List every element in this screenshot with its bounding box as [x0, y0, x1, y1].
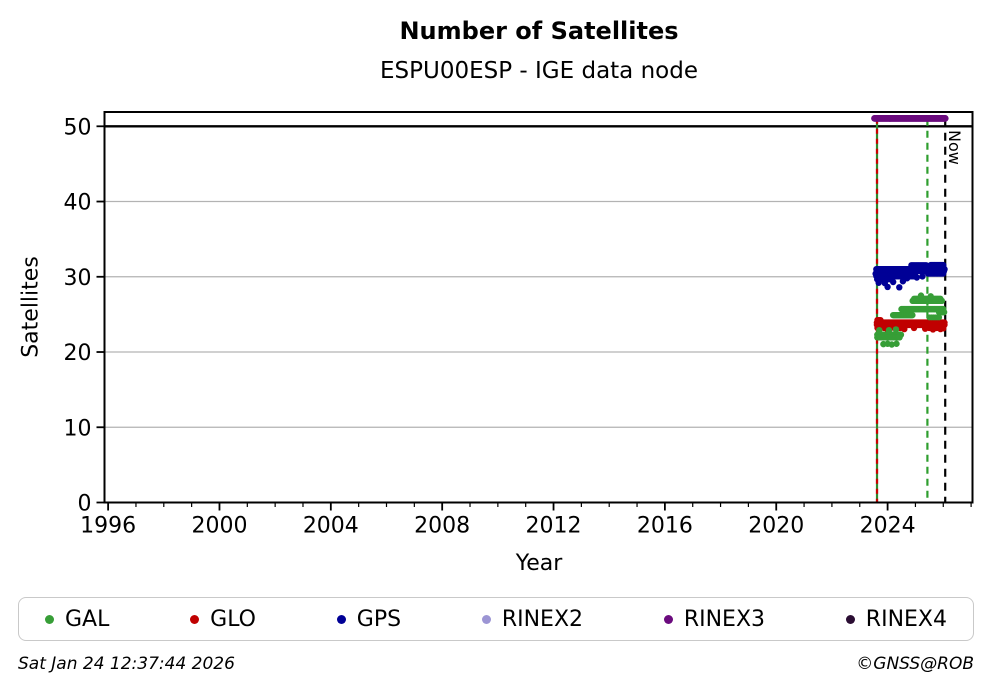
glo-point: [901, 325, 908, 333]
gps-point: [889, 278, 897, 286]
rinex4-dot-icon: [845, 614, 855, 624]
legend-label-glo: GLO: [210, 606, 256, 632]
legend-item-rinex3: RINEX3: [663, 606, 766, 632]
y-tick-label: 0: [78, 492, 92, 517]
x-tick-label: 2012: [526, 514, 582, 539]
gal-dot-icon: [45, 614, 54, 624]
gps-point: [903, 275, 911, 282]
x-tick-label: 1996: [80, 514, 136, 539]
y-tick-label: 30: [64, 266, 92, 291]
x-tick-label: 2020: [748, 514, 804, 539]
gal-point: [892, 326, 900, 333]
gal-point: [940, 308, 948, 316]
gal-point: [909, 311, 916, 319]
glo-point: [940, 325, 947, 332]
y-tick-label: 50: [64, 115, 92, 140]
gal-point: [876, 326, 883, 334]
legend-label-rinex3: RINEX3: [683, 606, 766, 632]
x-tick-label: 2000: [191, 514, 247, 539]
legend-label-gps: GPS: [356, 606, 402, 632]
x-tick-label: 2016: [637, 514, 693, 539]
gps-point: [923, 262, 930, 269]
gal-point: [936, 314, 943, 321]
gal-point: [917, 292, 925, 299]
legend-label-gal: GAL: [65, 606, 110, 632]
gps-point: [884, 283, 891, 291]
chart-title: Number of Satellites: [399, 17, 679, 45]
rinex3-point: [941, 114, 949, 122]
gal-point: [927, 293, 934, 300]
gps-point: [940, 270, 947, 277]
gps-point: [919, 273, 926, 280]
gal-point: [893, 340, 900, 347]
gps-point: [896, 284, 903, 291]
gps-point: [913, 274, 921, 281]
y-axis-label: Satellites: [18, 256, 44, 358]
gps-point: [872, 270, 879, 277]
chart-subtitle: ESPU00ESP - IGE data node: [380, 58, 698, 84]
glo-dot-icon: [190, 614, 200, 624]
now-label: Now: [945, 130, 964, 165]
gal-point: [896, 334, 903, 341]
gal-point: [885, 326, 893, 334]
legend-item-rinex4: RINEX4: [845, 606, 947, 632]
plot-box: [103, 111, 974, 504]
glo-point: [877, 317, 884, 324]
x-axis-label: Year: [515, 551, 563, 576]
y-tick-label: 10: [64, 416, 92, 441]
x-tick-label: 2024: [860, 514, 916, 539]
gps-dot-icon: [336, 614, 346, 624]
legend-label-rinex4: RINEX4: [865, 606, 947, 632]
legend-item-rinex2: RINEX2: [481, 606, 584, 632]
x-tick-label: 2008: [414, 514, 470, 539]
legend-item-gal: GAL: [45, 607, 109, 632]
x-tick-label: 2004: [303, 514, 359, 539]
glo-point: [910, 324, 918, 332]
gal-point: [937, 295, 944, 302]
rinex2-dot-icon: [481, 614, 491, 624]
footer-timestamp: Sat Jan 24 12:37:44 2026: [18, 654, 235, 674]
gps-point: [940, 261, 947, 269]
legend-label-rinex2: RINEX2: [501, 606, 584, 632]
footer-copyright: ©GNSS@ROB: [856, 654, 974, 674]
gal-point: [888, 341, 895, 348]
y-tick-label: 40: [64, 191, 92, 216]
rinex3-dot-icon: [663, 614, 673, 624]
y-tick-label: 20: [64, 341, 92, 366]
legend-item-glo: GLO: [190, 607, 256, 632]
legend: GAL GLO GPS RINEX2 RINEX3 RINEX4: [18, 597, 974, 641]
gps-point: [875, 279, 882, 286]
legend-item-gps: GPS: [336, 606, 402, 632]
